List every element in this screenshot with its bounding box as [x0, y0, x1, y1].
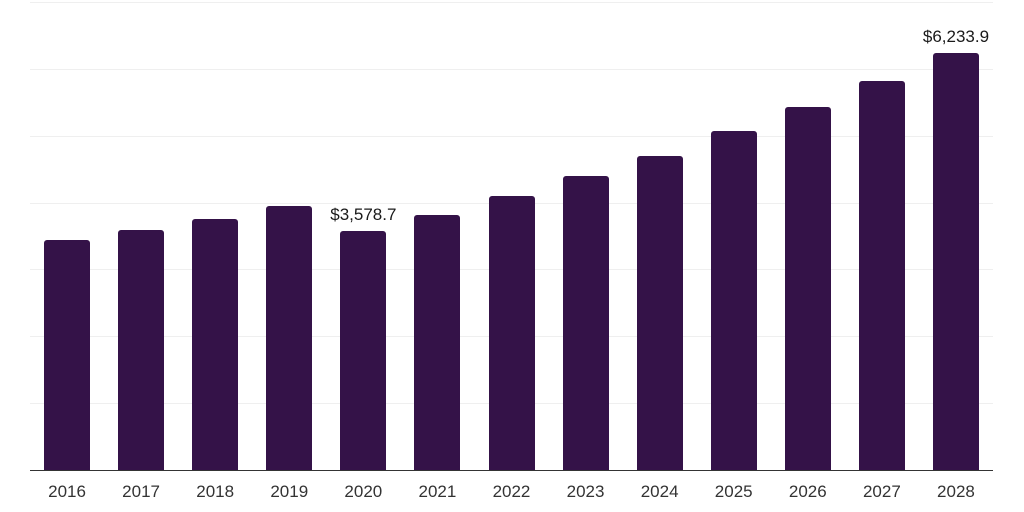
bar-2028[interactable]	[932, 53, 979, 470]
x-tick-2025: 2025	[714, 482, 753, 501]
x-tick-2028: 2028	[937, 482, 975, 501]
x-tick-2017: 2017	[122, 482, 160, 501]
bar-2016[interactable]	[44, 239, 91, 470]
x-tick-2026: 2026	[788, 482, 827, 501]
x-tick-2018: 2018	[196, 482, 235, 501]
x-axis-labels: 2016 2017 2018 2019 2020 2021 2022 2023 2024 2025…	[30, 481, 993, 505]
gridline-7000	[30, 2, 993, 3]
data-label-2020: $3,578.7	[330, 204, 397, 224]
x-tick-2022: 2022	[492, 482, 531, 501]
bar-2025[interactable]	[710, 131, 757, 470]
x-tick-2019: 2019	[270, 482, 309, 501]
x-tick-2021: 2021	[418, 482, 457, 501]
bar-2022[interactable]	[488, 196, 535, 470]
x-tick-2016: 2016	[48, 482, 86, 501]
x-tick-2024: 2024	[640, 482, 679, 501]
bar-2019[interactable]	[266, 206, 313, 470]
bar-2023[interactable]	[562, 176, 609, 470]
bar-2024[interactable]	[636, 155, 683, 470]
data-label-2028: $6,233.9	[922, 27, 990, 47]
x-tick-2020: 2020	[344, 482, 383, 501]
bar-2018[interactable]	[192, 218, 239, 470]
gridline-5000	[30, 135, 993, 137]
x-tick-2023: 2023	[566, 482, 605, 501]
bar-2017[interactable]	[118, 229, 165, 470]
bar-2026[interactable]	[784, 107, 831, 470]
x-tick-2027: 2027	[862, 482, 901, 501]
bar-2020[interactable]	[340, 230, 387, 470]
bar-2021[interactable]	[414, 214, 461, 470]
gridline-6000	[30, 68, 993, 70]
x-axis-line	[30, 469, 993, 471]
plot-area: $3,578.7 $6,233.9	[30, 2, 993, 471]
bar-2027[interactable]	[858, 80, 905, 470]
